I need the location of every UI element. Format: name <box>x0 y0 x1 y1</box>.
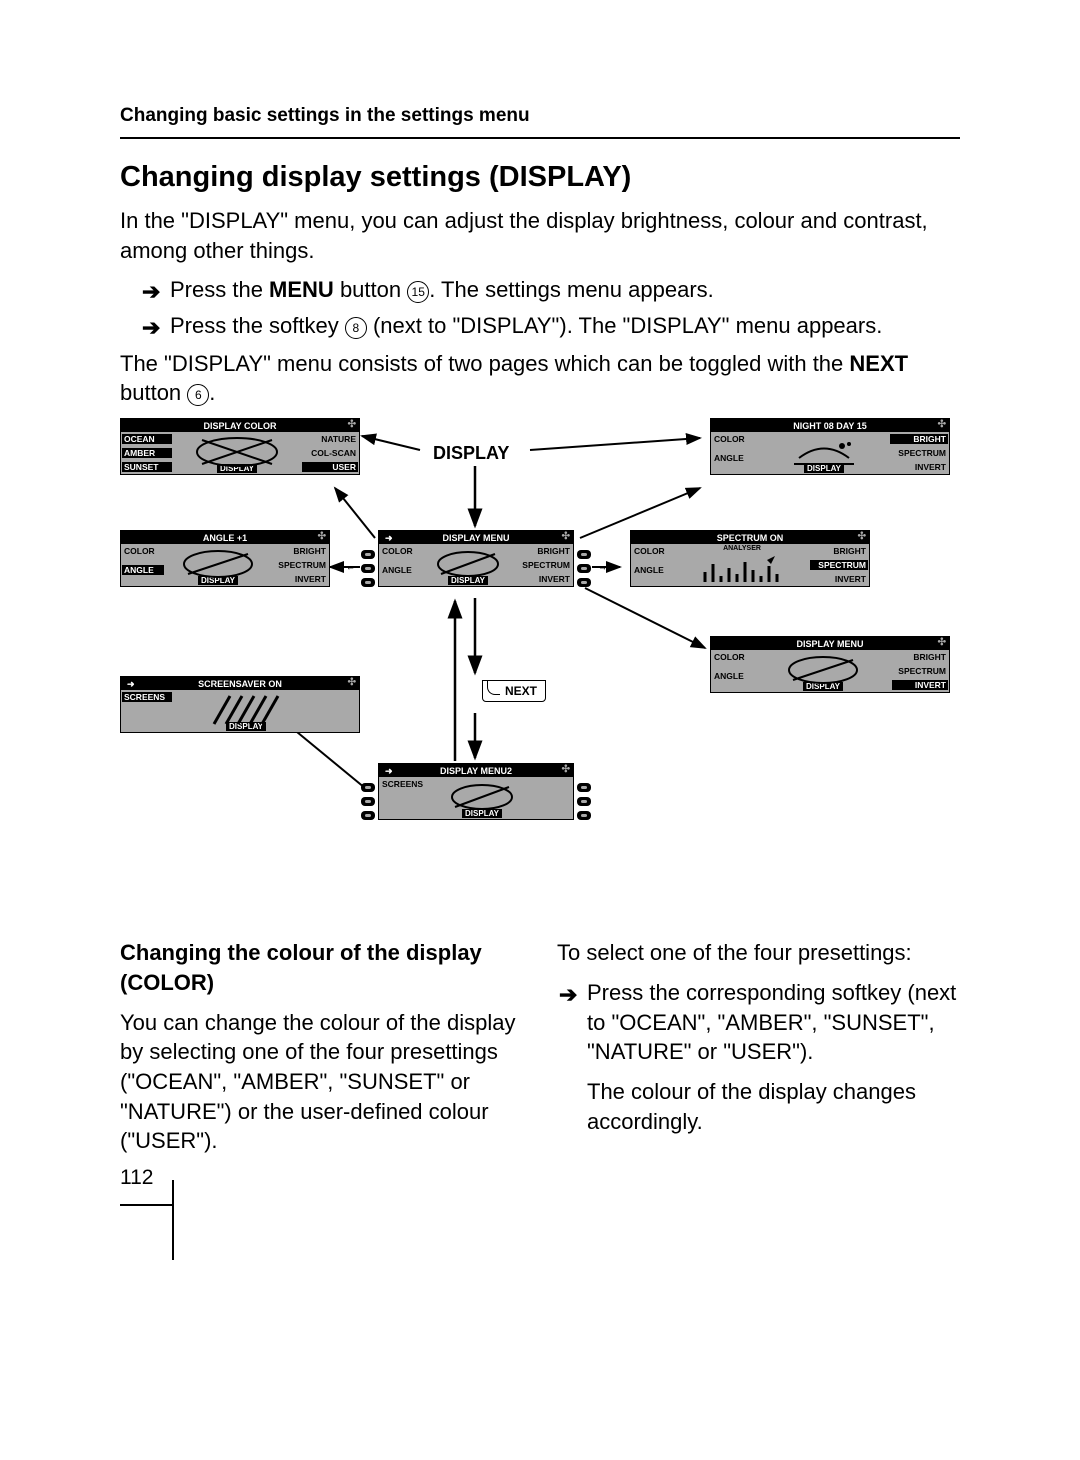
breadcrumb: Changing basic settings in the settings … <box>120 105 960 127</box>
step-1: ➔ Press the MENU button 15. The settings… <box>120 275 960 305</box>
preset-intro: To select one of the four presettings: <box>557 938 960 968</box>
step-text: button <box>334 277 407 302</box>
arrow-icon: ➔ <box>142 313 160 343</box>
step-text: Press the softkey <box>170 313 345 338</box>
softkey-icon <box>361 797 375 806</box>
softkey-icon <box>577 564 591 573</box>
page-number: 112 <box>120 1166 153 1190</box>
step-tail: . The settings menu appears. <box>429 277 714 302</box>
softkey-icon <box>577 550 591 559</box>
step-tail: (next to "DISPLAY"). The "DISPLAY" menu … <box>367 313 882 338</box>
panel-brightness: NIGHT 08 DAY 15✣ COLOR ANGLE DISPLAY BRI… <box>710 418 950 475</box>
softkey-icon <box>577 578 591 587</box>
step-bold: MENU <box>269 277 334 302</box>
page-heading: Changing display settings (DISPLAY) <box>120 161 960 194</box>
softkey-icon <box>361 564 375 573</box>
panel-angle: ANGLE +1✣ COLOR ANGLE DISPLAY BRIGHT SPE… <box>120 530 330 587</box>
panel-display-menu2: ➜DISPLAY MENU2✣ SCREENS DISPLAY <box>378 763 574 820</box>
panel-screensaver: ➜SCREENSAVER ON✣ SCREENS DISPLAY <box>120 676 360 733</box>
panel-display-menu: ➜DISPLAY MENU✣ COLOR ANGLE DISPLAY BRIGH… <box>378 530 574 587</box>
divider <box>120 137 960 139</box>
softkey-icon <box>361 550 375 559</box>
footer-mark <box>172 1180 174 1260</box>
step-text: Press the <box>170 277 269 302</box>
preset-result: The colour of the display changes accord… <box>557 1077 960 1136</box>
arrow-icon: ➔ <box>559 980 577 1010</box>
softkey-icon <box>577 797 591 806</box>
footer-mark <box>120 1204 174 1206</box>
panel-invert: DISPLAY MENU✣ COLOR ANGLE DISPLAY BRIGHT… <box>710 636 950 693</box>
mid-text: The "DISPLAY" menu consists of two pages… <box>120 349 960 408</box>
softkey-icon <box>361 811 375 820</box>
display-label: DISPLAY <box>433 443 509 464</box>
intro-text: In the "DISPLAY" menu, you can adjust th… <box>120 206 960 265</box>
ref-number: 6 <box>187 384 209 406</box>
step-2: ➔ Press the softkey 8 (next to "DISPLAY"… <box>120 311 960 341</box>
panel-display-color: DISPLAY COLOR✣ OCEAN AMBER SUNSET DISPLA… <box>120 418 360 475</box>
softkey-icon <box>577 811 591 820</box>
softkey-icon <box>361 578 375 587</box>
next-button-graphic: NEXT <box>482 680 546 702</box>
softkey-icon <box>361 783 375 792</box>
menu-flow-diagram: DISPLAY <box>120 418 960 908</box>
preset-step: ➔ Press the corresponding softkey (next … <box>557 978 960 1067</box>
ref-number: 15 <box>407 281 429 303</box>
softkey-icon <box>577 783 591 792</box>
color-section-heading: Changing the colour of the display (COLO… <box>120 938 523 997</box>
ref-number: 8 <box>345 317 367 339</box>
arrow-icon: ➔ <box>142 277 160 307</box>
panel-spectrum: SPECTRUM ON✣ COLOR ANGLE ANALYSER BRIGHT… <box>630 530 870 587</box>
color-section-text: You can change the colour of the display… <box>120 1008 523 1156</box>
